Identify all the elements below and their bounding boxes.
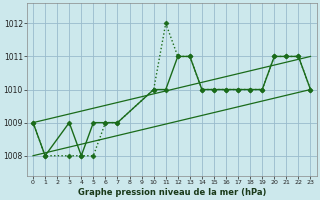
X-axis label: Graphe pression niveau de la mer (hPa): Graphe pression niveau de la mer (hPa) xyxy=(77,188,266,197)
